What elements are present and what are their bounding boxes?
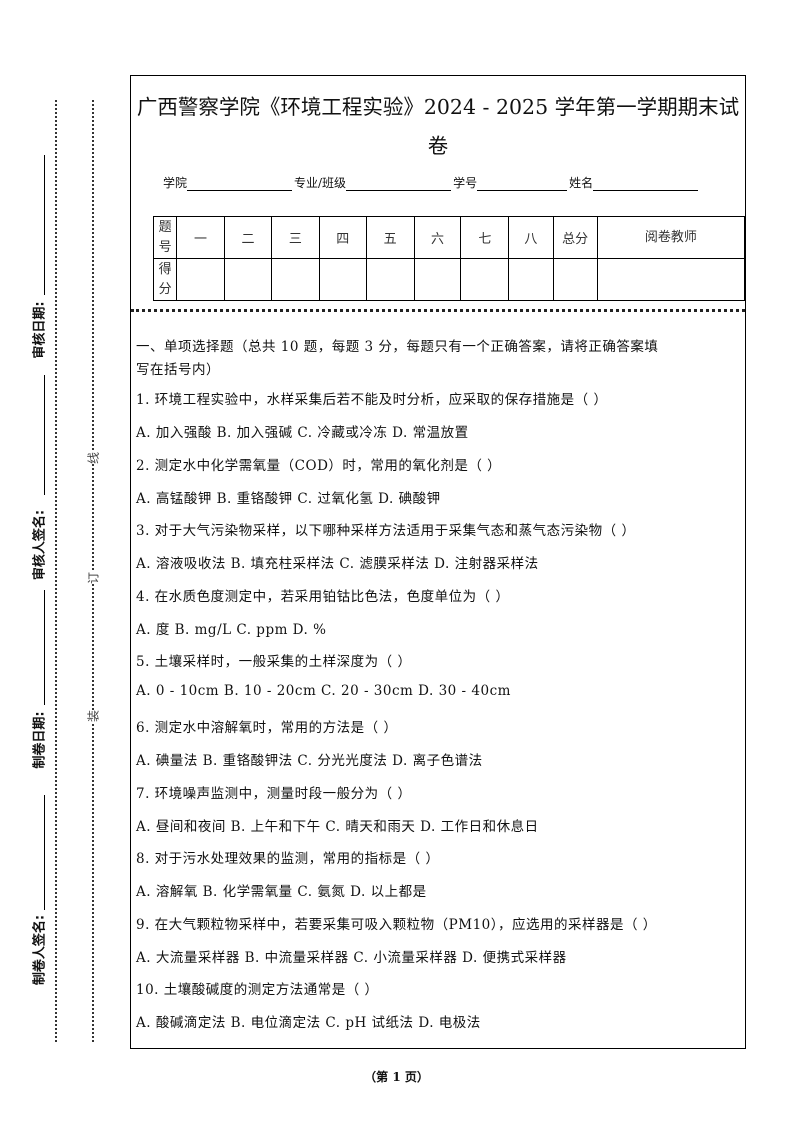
question-text: 2. 测定水中化学需氧量（COD）时，常用的氧化剂是（ ） bbox=[136, 457, 502, 474]
question-options: A. 大流量采样器 B. 中流量采样器 C. 小流量采样器 D. 便携式采样器 bbox=[136, 949, 567, 966]
student-id-label: 学号 bbox=[453, 176, 478, 190]
major-class-label: 专业/班级 bbox=[294, 176, 347, 190]
question-options: A. 高锰酸钾 B. 重铬酸钾 C. 过氧化氢 D. 碘酸钾 bbox=[136, 490, 441, 507]
section-heading: 一、单项选择题（总共 10 题，每题 3 分，每题只有一个正确答案，请将正确答案… bbox=[136, 339, 659, 355]
compiler-signature-label: 制卷人签名: bbox=[32, 914, 48, 986]
review-date-label: 审核日期: bbox=[32, 301, 48, 359]
question-options: A. 昼间和夜间 B. 上午和下午 C. 晴天和雨天 D. 工作日和休息日 bbox=[136, 818, 539, 835]
row-label-score: 得分 bbox=[152, 258, 178, 301]
score-cell[interactable] bbox=[413, 258, 462, 301]
col-header: 八 bbox=[508, 216, 554, 259]
student-info-line: 学院 专业/班级 学号 姓名 bbox=[163, 174, 700, 191]
score-cell[interactable] bbox=[318, 258, 367, 301]
major-class-field[interactable] bbox=[346, 178, 452, 191]
question-options: A. 加入强酸 B. 加入强碱 C. 冷藏或冷冻 D. 常温放置 bbox=[136, 425, 469, 441]
student-id-field[interactable] bbox=[477, 178, 568, 191]
col-header: 六 bbox=[413, 216, 462, 259]
col-header: 四 bbox=[318, 216, 367, 259]
college-field[interactable] bbox=[187, 178, 293, 191]
name-field[interactable] bbox=[593, 178, 699, 191]
score-cell[interactable] bbox=[460, 258, 510, 301]
dotted-separator bbox=[131, 309, 745, 312]
score-cell[interactable] bbox=[365, 258, 415, 301]
question-text: 7. 环境噪声监测中，测量时段一般分为（ ） bbox=[136, 785, 412, 802]
score-table: 题号 一 二 三 四 五 六 七 八 总分 阅卷教师 得分 bbox=[152, 216, 746, 301]
signature-line bbox=[44, 155, 45, 295]
score-cell[interactable] bbox=[176, 258, 225, 301]
col-header: 三 bbox=[270, 216, 320, 259]
question-options: A. 碘量法 B. 重铬酸钾法 C. 分光光度法 D. 离子色谱法 bbox=[136, 753, 483, 769]
question-text: 6. 测定水中溶解氧时，常用的方法是（ ） bbox=[136, 720, 398, 736]
exam-title: 广西警察学院《环境工程实验》2024 - 2025 学年第一学期期末试 bbox=[136, 95, 740, 119]
score-cell[interactable] bbox=[552, 258, 598, 301]
score-cell[interactable] bbox=[270, 258, 320, 301]
question-text: 10. 土壤酸碱度的测定方法通常是（ ） bbox=[136, 982, 379, 999]
binding-mark: 订 bbox=[84, 571, 102, 585]
question-options: A. 酸碱滴定法 B. 电位滴定法 C. pH 试纸法 D. 电极法 bbox=[136, 1015, 481, 1032]
exam-title-continued: 卷 bbox=[427, 134, 449, 158]
compile-date-label: 制卷日期: bbox=[32, 711, 48, 769]
score-cell[interactable] bbox=[223, 258, 272, 301]
col-header: 阅卷教师 bbox=[596, 216, 746, 259]
question-options: A. 溶液吸收法 B. 填充柱采样法 C. 滤膜采样法 D. 注射器采样法 bbox=[136, 556, 539, 573]
question-options: A. 0 - 10cm B. 10 - 20cm C. 20 - 30cm D.… bbox=[136, 683, 511, 700]
signature-line bbox=[44, 375, 45, 495]
col-header: 总分 bbox=[552, 216, 598, 259]
name-label: 姓名 bbox=[569, 176, 594, 190]
binding-dotted-line-outer bbox=[55, 100, 57, 1042]
col-header: 五 bbox=[365, 216, 415, 259]
question-options: A. 度 B. mg/L C. ppm D. % bbox=[136, 621, 327, 638]
col-header: 一 bbox=[176, 216, 225, 259]
score-cell[interactable] bbox=[596, 258, 746, 301]
question-text: 3. 对于大气污染物采样，以下哪种采样方法适用于采集气态和蒸气态污染物（ ） bbox=[136, 523, 636, 540]
question-text: 9. 在大气颗粒物采样中，若要采集可吸入颗粒物（PM10），应选用的采样器是（ … bbox=[136, 916, 657, 933]
signature-line bbox=[44, 795, 45, 910]
page-number: （第 1 页） bbox=[364, 1070, 429, 1084]
signature-line bbox=[44, 590, 45, 705]
binding-mark: 装 bbox=[84, 709, 102, 723]
score-cell[interactable] bbox=[508, 258, 554, 301]
col-header: 二 bbox=[223, 216, 272, 259]
college-label: 学院 bbox=[163, 176, 188, 190]
binding-mark: 线 bbox=[84, 451, 102, 465]
section-heading-continued: 写在括号内） bbox=[136, 362, 220, 378]
question-text: 4. 在水质色度测定中，若采用铂钴比色法，色度单位为（ ） bbox=[136, 588, 510, 605]
question-text: 8. 对于污水处理效果的监测，常用的指标是（ ） bbox=[136, 851, 440, 868]
question-text: 1. 环境工程实验中，水样采集后若不能及时分析，应采取的保存措施是（ ） bbox=[136, 392, 608, 408]
binding-dotted-line-inner bbox=[92, 100, 94, 1042]
col-header: 七 bbox=[460, 216, 510, 259]
reviewer-signature-label: 审核人签名: bbox=[32, 509, 48, 581]
question-text: 5. 土壤采样时，一般采集的土样深度为（ ） bbox=[136, 654, 412, 671]
exam-frame: 广西警察学院《环境工程实验》2024 - 2025 学年第一学期期末试 卷 学院… bbox=[130, 75, 746, 1049]
row-label-question-number: 题号 bbox=[152, 216, 178, 259]
question-options: A. 溶解氧 B. 化学需氧量 C. 氨氮 D. 以上都是 bbox=[136, 884, 427, 901]
